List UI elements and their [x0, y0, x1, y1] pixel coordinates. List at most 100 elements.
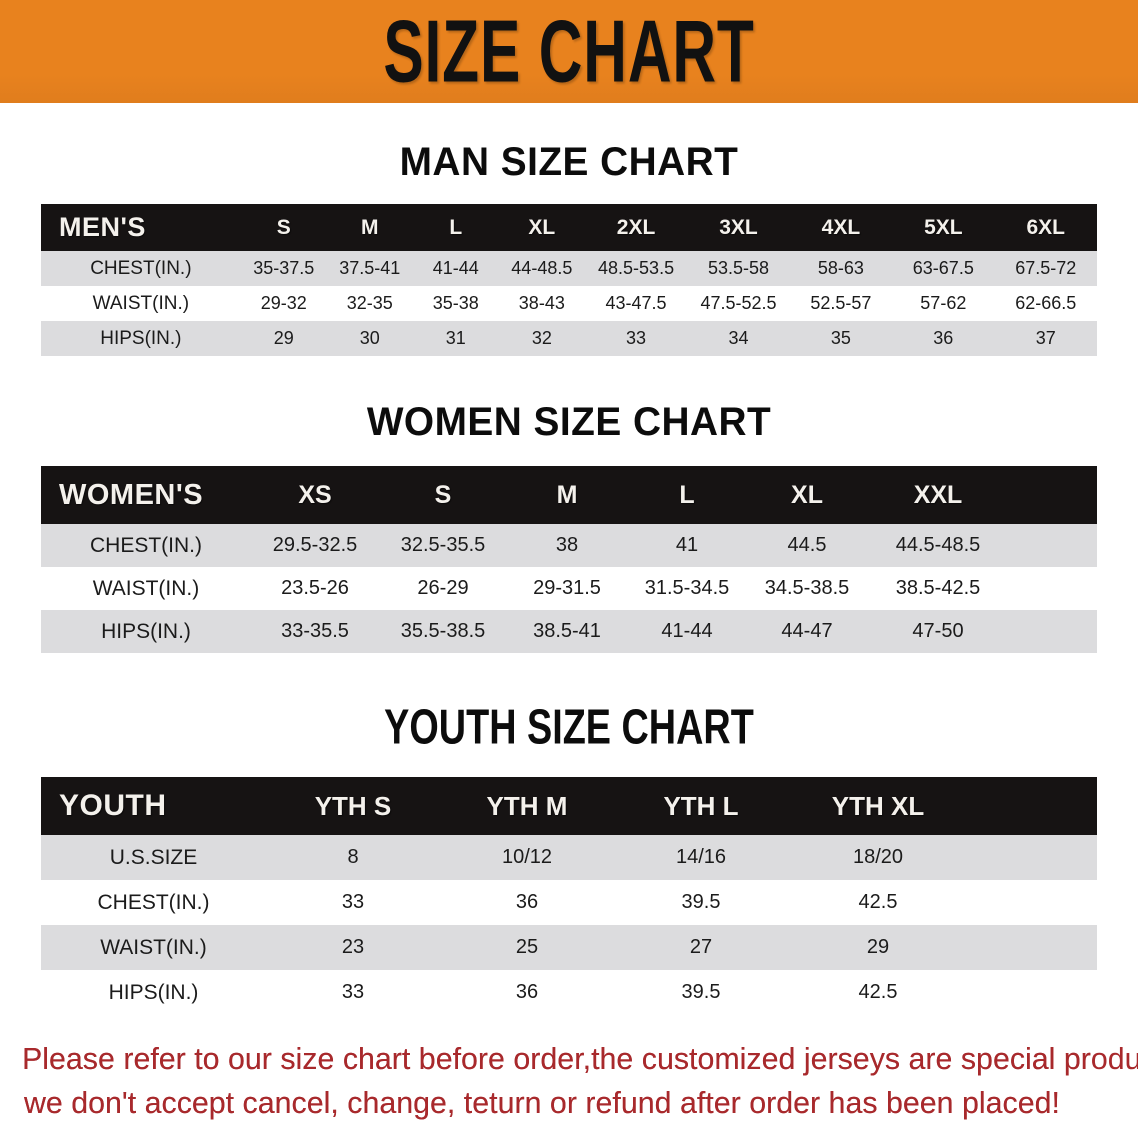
women-col-header-m: M: [556, 480, 578, 509]
women-col-header-xl: XL: [791, 480, 823, 509]
table-cell: 41-44: [432, 258, 479, 278]
table-cell: 26-29: [417, 577, 469, 599]
women-col-header-xs: XS: [298, 480, 332, 509]
table-cell: 41: [675, 534, 699, 556]
man-table-wrap: MEN'S S M L XL 2XL 3XL 4XL 5XL 6XL CHEST…: [0, 204, 1138, 356]
table-row: HIPS(IN.) 29 30 31 32 33 34 35 36 37: [41, 321, 1097, 356]
table-cell: 36: [515, 981, 539, 1003]
table-row: HIPS(IN.) 33-35.5 35.5-38.5 38.5-41 41-4…: [41, 610, 1097, 653]
table-cell: 53.5-58: [707, 258, 769, 278]
table-cell: 29-31.5: [533, 577, 601, 599]
man-col-header-s: S: [276, 215, 291, 239]
table-row: WAIST(IN.) 23 25 27 29: [41, 925, 1097, 970]
table-row: WAIST(IN.) 23.5-26 26-29 29-31.5 31.5-34…: [41, 567, 1097, 610]
page-banner: SIZE CHART: [0, 0, 1138, 103]
table-cell: 32.5-35.5: [400, 534, 486, 556]
table-cell: 23.5-26: [281, 577, 349, 599]
table-cell: 62-66.5: [1015, 293, 1077, 313]
man-col-header-xl: XL: [528, 215, 556, 239]
table-row: U.S.SIZE 8 10/12 14/16 18/20: [41, 835, 1097, 880]
table-cell-spacer: [968, 970, 1097, 1015]
table-cell: 41-44: [661, 620, 713, 642]
table-cell: 44-47: [781, 620, 833, 642]
man-col-header-2xl: 2XL: [616, 215, 656, 239]
table-row: WAIST(IN.) 29-32 32-35 35-38 38-43 43-47…: [41, 286, 1097, 321]
table-cell-spacer: [1009, 567, 1097, 610]
table-cell-spacer: [968, 880, 1097, 925]
youth-section-heading: YOUTH SIZE CHART: [384, 698, 754, 755]
table-cell: 44.5: [787, 534, 827, 556]
table-cell: 29.5-32.5: [272, 534, 358, 556]
table-cell: 35.5-38.5: [400, 620, 486, 642]
table-cell: 39.5: [681, 891, 721, 913]
table-cell: 27: [689, 936, 713, 958]
table-cell: 14/16: [675, 846, 727, 868]
youth-col-header-yth-l: YTH L: [663, 790, 739, 821]
women-row-label-hips: HIPS(IN.): [101, 619, 191, 643]
women-col-header-xxl: XXL: [913, 480, 963, 509]
man-col-header-5xl: 5XL: [924, 215, 963, 239]
table-cell: 30: [359, 328, 380, 348]
women-section-heading: WOMEN SIZE CHART: [366, 400, 772, 444]
table-cell: 33: [341, 891, 365, 913]
youth-row-label-chest: CHEST(IN.): [97, 890, 210, 914]
table-cell: 25: [515, 936, 539, 958]
table-cell: 33-35.5: [281, 620, 349, 642]
women-col-header-spacer: [1009, 466, 1097, 524]
youth-size-table: YOUTH YTH S YTH M YTH L YTH XL U.S.SIZE …: [41, 777, 1097, 1015]
youth-col-header-spacer: [968, 777, 1097, 835]
youth-col-header-yth-m: YTH M: [486, 790, 568, 821]
table-row: CHEST(IN.) 35-37.5 37.5-41 41-44 44-48.5…: [41, 251, 1097, 286]
table-cell-spacer: [1009, 610, 1097, 653]
women-col-header-l: L: [679, 480, 695, 509]
spacer-man-top: [0, 103, 1138, 125]
youth-col-header-yth-xl: YTH XL: [831, 790, 925, 821]
page-title: SIZE CHART: [383, 2, 755, 101]
table-cell: 47.5-52.5: [700, 293, 777, 313]
disclaimer-line-1: Please refer to our size chart before or…: [22, 1037, 1138, 1081]
table-cell: 43-47.5: [605, 293, 667, 313]
man-col-header-6xl: 6XL: [1026, 215, 1066, 239]
table-cell: 36: [515, 891, 539, 913]
table-row: CHEST(IN.) 29.5-32.5 32.5-35.5 38 41 44.…: [41, 524, 1097, 567]
women-header-label: WOMEN'S: [59, 478, 204, 511]
women-table-wrap: WOMEN'S XS S M L XL XXL CHEST(IN.) 29.5-…: [0, 466, 1138, 653]
man-col-header-l: L: [449, 215, 463, 239]
table-cell: 29-32: [260, 293, 307, 313]
table-cell: 44-48.5: [511, 258, 573, 278]
table-cell: 18/20: [852, 846, 904, 868]
man-size-table: MEN'S S M L XL 2XL 3XL 4XL 5XL 6XL CHEST…: [41, 204, 1097, 356]
table-cell: 57-62: [920, 293, 967, 313]
man-row-label-waist: WAIST(IN.): [92, 292, 190, 314]
table-cell: 39.5: [681, 981, 721, 1003]
man-col-header-4xl: 4XL: [821, 215, 861, 239]
man-table-header-row: MEN'S S M L XL 2XL 3XL 4XL 5XL 6XL: [41, 204, 1097, 251]
women-col-header-s: S: [434, 480, 452, 509]
table-cell: 42.5: [858, 891, 898, 913]
youth-table-header-row: YOUTH YTH S YTH M YTH L YTH XL: [41, 777, 1097, 835]
table-cell: 34.5-38.5: [764, 577, 850, 599]
table-cell: 44.5-48.5: [895, 534, 981, 556]
table-cell: 52.5-57: [810, 293, 872, 313]
women-size-table: WOMEN'S XS S M L XL XXL CHEST(IN.) 29.5-…: [41, 466, 1097, 653]
youth-row-label-hips: HIPS(IN.): [108, 980, 199, 1004]
table-cell: 35-37.5: [253, 258, 315, 278]
table-cell: 29: [866, 936, 890, 958]
table-cell-spacer: [968, 835, 1097, 880]
man-col-header-3xl: 3XL: [719, 215, 758, 239]
man-col-header-m: M: [361, 215, 379, 239]
table-cell: 33: [341, 981, 365, 1003]
table-cell: 31: [445, 328, 466, 348]
table-cell: 37: [1035, 328, 1056, 348]
table-cell: 58-63: [817, 258, 864, 278]
man-row-label-hips: HIPS(IN.): [100, 327, 182, 349]
table-cell: 35: [830, 328, 851, 348]
table-cell: 38-43: [518, 293, 565, 313]
spacer-after-youth: [0, 1015, 1138, 1037]
table-cell-spacer: [1009, 524, 1097, 567]
spacer-after-man: [0, 356, 1138, 386]
disclaimer-line-2: we don't accept cancel, change, teturn o…: [22, 1081, 1094, 1125]
table-cell: 29: [273, 328, 294, 348]
man-row-label-chest: CHEST(IN.): [90, 257, 192, 279]
table-cell: 32-35: [346, 293, 393, 313]
